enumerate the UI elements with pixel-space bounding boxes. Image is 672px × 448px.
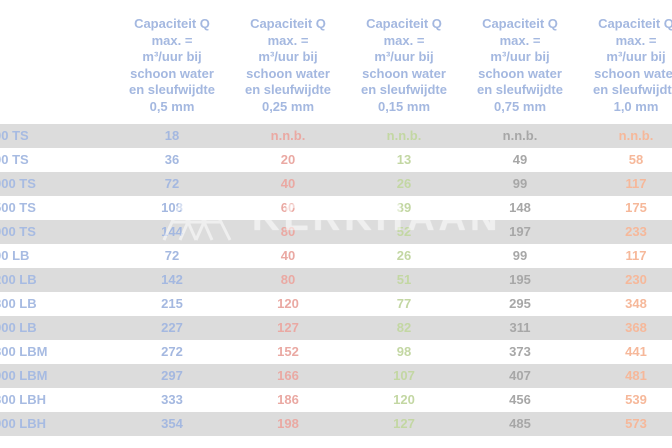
table-row: 900 LBH 354 198 127 485 573	[0, 412, 672, 436]
capacity-value-col-4: 195	[509, 272, 531, 287]
table-row: 200 LB 142 80 51 195 230	[0, 268, 672, 292]
capacity-value-col-1: 215	[161, 296, 183, 311]
table-row: 800 LBH 333 186 120 456 539	[0, 388, 672, 412]
row-type-label: 00 TS	[0, 128, 29, 143]
capacity-value-col-4: 456	[509, 392, 531, 407]
building-logo-icon	[162, 200, 232, 241]
table-row: 000 TS 72 40 26 99 117	[0, 172, 672, 196]
capacity-value-col-3: 77	[396, 296, 412, 311]
table-row: 800 LBM 272 152 98 373 441	[0, 340, 672, 364]
capacity-value-col-1: 142	[161, 272, 183, 287]
capacity-value-col-5: 441	[625, 344, 647, 359]
row-type-label: 200 LB	[0, 272, 37, 287]
capacity-value-col-4: n.n.b.	[502, 128, 538, 143]
capacity-value-col-5: n.n.b.	[618, 128, 654, 143]
capacity-value-col-1: 354	[161, 416, 183, 431]
capacity-value-col-5: 175	[625, 200, 647, 215]
capacity-value-col-1: 18	[164, 128, 180, 143]
capacity-value-col-2: 60	[280, 200, 296, 215]
capacity-value-col-3: 127	[393, 416, 415, 431]
capacity-value-col-1: 72	[164, 248, 180, 263]
watermark: KERKHAAN	[160, 190, 540, 246]
capacity-value-col-3: 26	[396, 176, 412, 191]
capacity-value-col-4: 99	[512, 176, 528, 191]
capacity-value-col-2: 127	[277, 320, 299, 335]
row-type-label: 00 LB	[0, 248, 30, 263]
capacity-value-col-5: 573	[625, 416, 647, 431]
capacity-value-col-4: 197	[509, 224, 531, 239]
capacity-value-col-2: 40	[280, 176, 296, 191]
capacity-value-col-4: 49	[512, 152, 528, 167]
capacity-value-col-4: 148	[509, 200, 531, 215]
capacity-value-col-3: 98	[396, 344, 412, 359]
capacity-value-col-2: 166	[277, 368, 299, 383]
capacity-value-col-5: 368	[625, 320, 647, 335]
row-type-label: 800 LB	[0, 296, 37, 311]
capacity-value-col-5: 233	[625, 224, 647, 239]
capacity-value-col-4: 485	[509, 416, 531, 431]
row-type-label: 500 TS	[0, 200, 36, 215]
capacity-value-col-2: 80	[280, 272, 296, 287]
capacity-value-col-3: 26	[396, 248, 412, 263]
capacity-value-col-2: 40	[280, 248, 296, 263]
watermark-text: KERKHAAN	[252, 196, 502, 239]
row-type-label: 800 LBM	[0, 344, 48, 359]
row-type-label: 900 LBH	[0, 416, 47, 431]
table-row: 00 LB 72 40 26 99 117	[0, 244, 672, 268]
table-row: 900 LBM 297 166 107 407 481	[0, 364, 672, 388]
capacity-value-col-3: n.n.b.	[386, 128, 422, 143]
row-type-label: 000 TS	[0, 176, 36, 191]
capacity-value-col-3: 120	[393, 392, 415, 407]
capacity-value-col-3: 39	[396, 200, 412, 215]
capacity-value-col-5: 230	[625, 272, 647, 287]
table-row: 900 LB 227 127 82 311 368	[0, 316, 672, 340]
capacity-value-col-4: 99	[512, 248, 528, 263]
capacity-value-col-5: 117	[625, 248, 647, 263]
capacity-value-col-1: 227	[161, 320, 183, 335]
capacity-value-col-1: 36	[164, 152, 180, 167]
capacity-value-col-1: 272	[161, 344, 183, 359]
table-row: 00 TS 18 n.n.b. n.n.b. n.n.b. n.n.b.	[0, 124, 672, 148]
capacity-value-col-3: 52	[396, 224, 412, 239]
row-type-label: 000 TS	[0, 224, 36, 239]
capacity-value-col-2: 152	[277, 344, 299, 359]
capacity-value-col-1: 297	[161, 368, 183, 383]
capacity-value-col-5: 539	[625, 392, 647, 407]
capacity-value-col-4: 373	[509, 344, 531, 359]
capacity-value-col-5: 58	[628, 152, 644, 167]
capacity-value-col-3: 51	[396, 272, 412, 287]
capacity-value-col-3: 13	[396, 152, 412, 167]
table-row: 00 TS 36 20 13 49 58	[0, 148, 672, 172]
capacity-value-col-2: 120	[277, 296, 299, 311]
capacity-value-col-4: 311	[509, 320, 531, 335]
table-row: 800 LB 215 120 77 295 348	[0, 292, 672, 316]
row-type-label: 900 LBM	[0, 368, 48, 383]
row-type-label: 900 LB	[0, 320, 37, 335]
capacity-value-col-1: 333	[161, 392, 183, 407]
capacity-value-col-5: 348	[625, 296, 647, 311]
capacity-value-col-4: 295	[509, 296, 531, 311]
capacity-value-col-4: 407	[509, 368, 531, 383]
capacity-value-col-2: 198	[277, 416, 299, 431]
capacity-value-col-1: 72	[164, 176, 180, 191]
capacity-value-col-2: 20	[280, 152, 296, 167]
capacity-value-col-5: 117	[625, 176, 647, 191]
capacity-value-col-5: 481	[625, 368, 647, 383]
capacity-value-col-2: 186	[277, 392, 299, 407]
row-type-label: 800 LBH	[0, 392, 47, 407]
capacity-value-col-2: 80	[280, 224, 296, 239]
capacity-value-col-3: 82	[396, 320, 412, 335]
capacity-value-col-2: n.n.b.	[270, 128, 306, 143]
row-type-label: 00 TS	[0, 152, 29, 167]
capacity-value-col-3: 107	[393, 368, 415, 383]
